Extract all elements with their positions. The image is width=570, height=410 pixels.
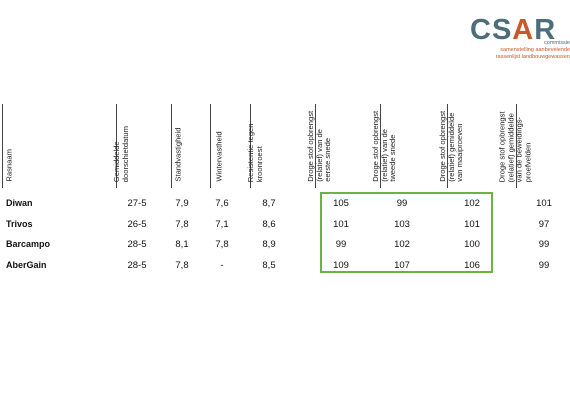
- logo-line-3: rassenlijst landbouwgewassen: [495, 54, 570, 60]
- header-rasnaam: Rasnaam: [4, 149, 14, 183]
- header-eerste-snede: Droge stof opbrengst (relatief) van de e…: [306, 111, 333, 182]
- cell-standvastigheid: 7,8: [175, 260, 189, 271]
- cell-standvastigheid: 7,9: [175, 198, 189, 209]
- cell-beweiding: 101: [536, 198, 552, 209]
- header-separator: [2, 104, 3, 188]
- header-separator: [116, 104, 117, 188]
- header-tweede-snede: Droge stof opbrengst (relatief) van de t…: [371, 111, 398, 182]
- cell-tweede-snede: 107: [394, 260, 410, 271]
- header-separator: [315, 104, 316, 188]
- logo-line-2: samenstelling aanbevelende: [500, 47, 570, 53]
- cell-standvastigheid: 8,1: [175, 239, 189, 250]
- header-standvastigheid: Standvastigheid: [173, 127, 183, 182]
- cell-tweede-snede: 99: [396, 198, 408, 209]
- cell-eerste-snede: 99: [335, 239, 347, 250]
- header-doorschietdatum: Gemiddelde doorschietdatum: [111, 125, 130, 182]
- cell-beweiding: 99: [538, 239, 550, 250]
- cell-standvastigheid: 7,8: [175, 219, 189, 230]
- csar-logo: CSAR commissie samenstelling aanbevelend…: [466, 14, 570, 64]
- cell-maaiproeven: 106: [464, 260, 480, 271]
- header-maaiproeven: Droge stof opbrengst (relatief) gemiddel…: [438, 111, 465, 182]
- cell-doorschietdatum: 28-5: [127, 239, 147, 250]
- header-wintervastheid: Wintervastheid: [214, 131, 224, 182]
- cell-tweede-snede: 102: [394, 239, 410, 250]
- cell-maaiproeven: 100: [464, 239, 480, 250]
- cell-wintervastheid: 7,1: [215, 219, 229, 230]
- cell-tweede-snede: 103: [394, 219, 410, 230]
- cell-wintervastheid: 7,8: [215, 239, 229, 250]
- header-separator: [380, 104, 381, 188]
- cell-wintervastheid: 7,6: [215, 198, 229, 209]
- cell-maaiproeven: 101: [464, 219, 480, 230]
- row-name: Diwan: [6, 198, 33, 208]
- header-separator: [250, 104, 251, 188]
- header-separator: [210, 104, 211, 188]
- highlight-box: [320, 192, 493, 273]
- cell-beweiding: 99: [538, 260, 550, 271]
- cell-eerste-snede: 101: [333, 219, 349, 230]
- cell-doorschietdatum: 26-5: [127, 219, 147, 230]
- cell-kroonroest: 8,6: [262, 219, 276, 230]
- logo-line-1: commissie: [544, 40, 570, 46]
- cell-doorschietdatum: 27-5: [127, 198, 147, 209]
- header-kroonroest: Resistentie tegen kroonroest: [245, 123, 264, 182]
- cell-beweiding: 97: [538, 219, 550, 230]
- header-beweidingsproefvelden: Droge stof opbrengst (relatief) gemiddel…: [497, 111, 533, 182]
- cell-doorschietdatum: 28-5: [127, 260, 147, 271]
- cell-eerste-snede: 105: [333, 198, 349, 209]
- cell-kroonroest: 8,5: [262, 260, 276, 271]
- cell-kroonroest: 8,7: [262, 198, 276, 209]
- cell-kroonroest: 8,9: [262, 239, 276, 250]
- cell-wintervastheid: -: [220, 260, 224, 271]
- cell-maaiproeven: 102: [464, 198, 480, 209]
- cell-eerste-snede: 109: [333, 260, 349, 271]
- header-separator: [171, 104, 172, 188]
- logo-wordmark: CSAR: [470, 14, 557, 46]
- row-name: Trivos: [6, 219, 33, 229]
- row-name: Barcampo: [6, 239, 51, 249]
- header-separator: [447, 104, 448, 188]
- header-separator: [516, 104, 517, 188]
- row-name: AberGain: [6, 260, 47, 270]
